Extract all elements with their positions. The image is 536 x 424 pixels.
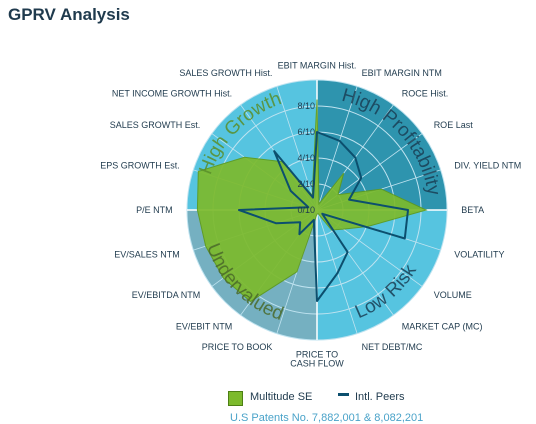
legend-fill-label: Multitude SE <box>250 391 313 403</box>
grid-spoke <box>316 86 358 211</box>
axis-label: EPS GROWTH Est. <box>100 160 180 170</box>
axis-label-text: ROE Last <box>434 120 474 130</box>
axis-label-text: ROCE Hist. <box>402 88 449 98</box>
axis-label: VOLUME <box>434 290 472 300</box>
scale-tick-label: 8/10 <box>297 101 315 111</box>
axis-label: VOLATILITY <box>454 250 504 260</box>
axis-label: BETA <box>461 205 484 215</box>
axis-label-text: NET DEBT/MC <box>362 342 423 352</box>
legend-fill-swatch <box>228 391 243 406</box>
axis-label-text: EV/SALES NTM <box>114 250 180 260</box>
series-intl-peers-line <box>238 131 409 302</box>
axis-label: MARKET CAP (MC) <box>402 322 483 332</box>
axis-label-text: EBIT MARGIN Hist. <box>278 61 357 71</box>
axis-label: DIV. YIELD NTM <box>454 160 521 170</box>
axis-label: SALES GROWTH Est. <box>110 120 201 130</box>
axis-label-text: PRICE TO <box>296 349 338 359</box>
axis-label: EV/EBITDA NTM <box>132 290 201 300</box>
axis-label: P/E NTM <box>136 205 173 215</box>
axis-label: EBIT MARGIN Hist. <box>278 61 357 71</box>
axis-label: ROCE Hist. <box>402 88 449 98</box>
axis-label-text: VOLATILITY <box>454 250 504 260</box>
scale-tick-label: 6/10 <box>297 127 315 137</box>
axis-label-text: SALES GROWTH Hist. <box>179 68 272 78</box>
axis-label-text: VOLUME <box>434 290 472 300</box>
axis-label-text: BETA <box>461 205 484 215</box>
axis-label: ROE Last <box>434 120 474 130</box>
scale-tick-label: 0/10 <box>297 205 315 215</box>
axis-label: EV/SALES NTM <box>114 250 180 260</box>
axis-label-text: NET INCOME GROWTH Hist. <box>112 88 232 98</box>
axis-label: EV/EBIT NTM <box>176 322 232 332</box>
axis-label-text: EBIT MARGIN NTM <box>362 68 442 78</box>
legend-line-label: Intl. Peers <box>355 391 405 403</box>
axis-label-text: SALES GROWTH Est. <box>110 120 201 130</box>
legend-line-swatch <box>338 393 349 396</box>
page-title: GPRV Analysis <box>8 5 130 24</box>
axis-label-text: PRICE TO BOOK <box>202 342 273 352</box>
axis-label-text: P/E NTM <box>136 205 173 215</box>
zone-high-profitability-shade <box>317 80 447 210</box>
scale-tick-label: 4/10 <box>297 153 315 163</box>
grid-spoke <box>276 86 318 211</box>
axis-label-text: MARKET CAP (MC) <box>402 322 483 332</box>
scale-tick-label: 2/10 <box>297 179 315 189</box>
axis-label: PRICE TO CASH FLOW <box>290 349 344 368</box>
axis-label-text: EV/EBITDA NTM <box>132 290 201 300</box>
axis-label-text: CASH FLOW <box>290 358 344 368</box>
axis-label-text: EV/EBIT NTM <box>176 322 232 332</box>
axis-label: NET INCOME GROWTH Hist. <box>112 88 232 98</box>
axis-label: EBIT MARGIN NTM <box>362 68 442 78</box>
patent-notice: U.S Patents No. 7,882,001 & 8,082,201 <box>230 412 424 424</box>
axis-label-text: DIV. YIELD NTM <box>454 160 521 170</box>
axis-label-text: EPS GROWTH Est. <box>100 160 180 170</box>
axis-label: SALES GROWTH Hist. <box>179 68 272 78</box>
axis-label: PRICE TO BOOK <box>202 342 273 352</box>
axis-label: NET DEBT/MC <box>362 342 423 352</box>
